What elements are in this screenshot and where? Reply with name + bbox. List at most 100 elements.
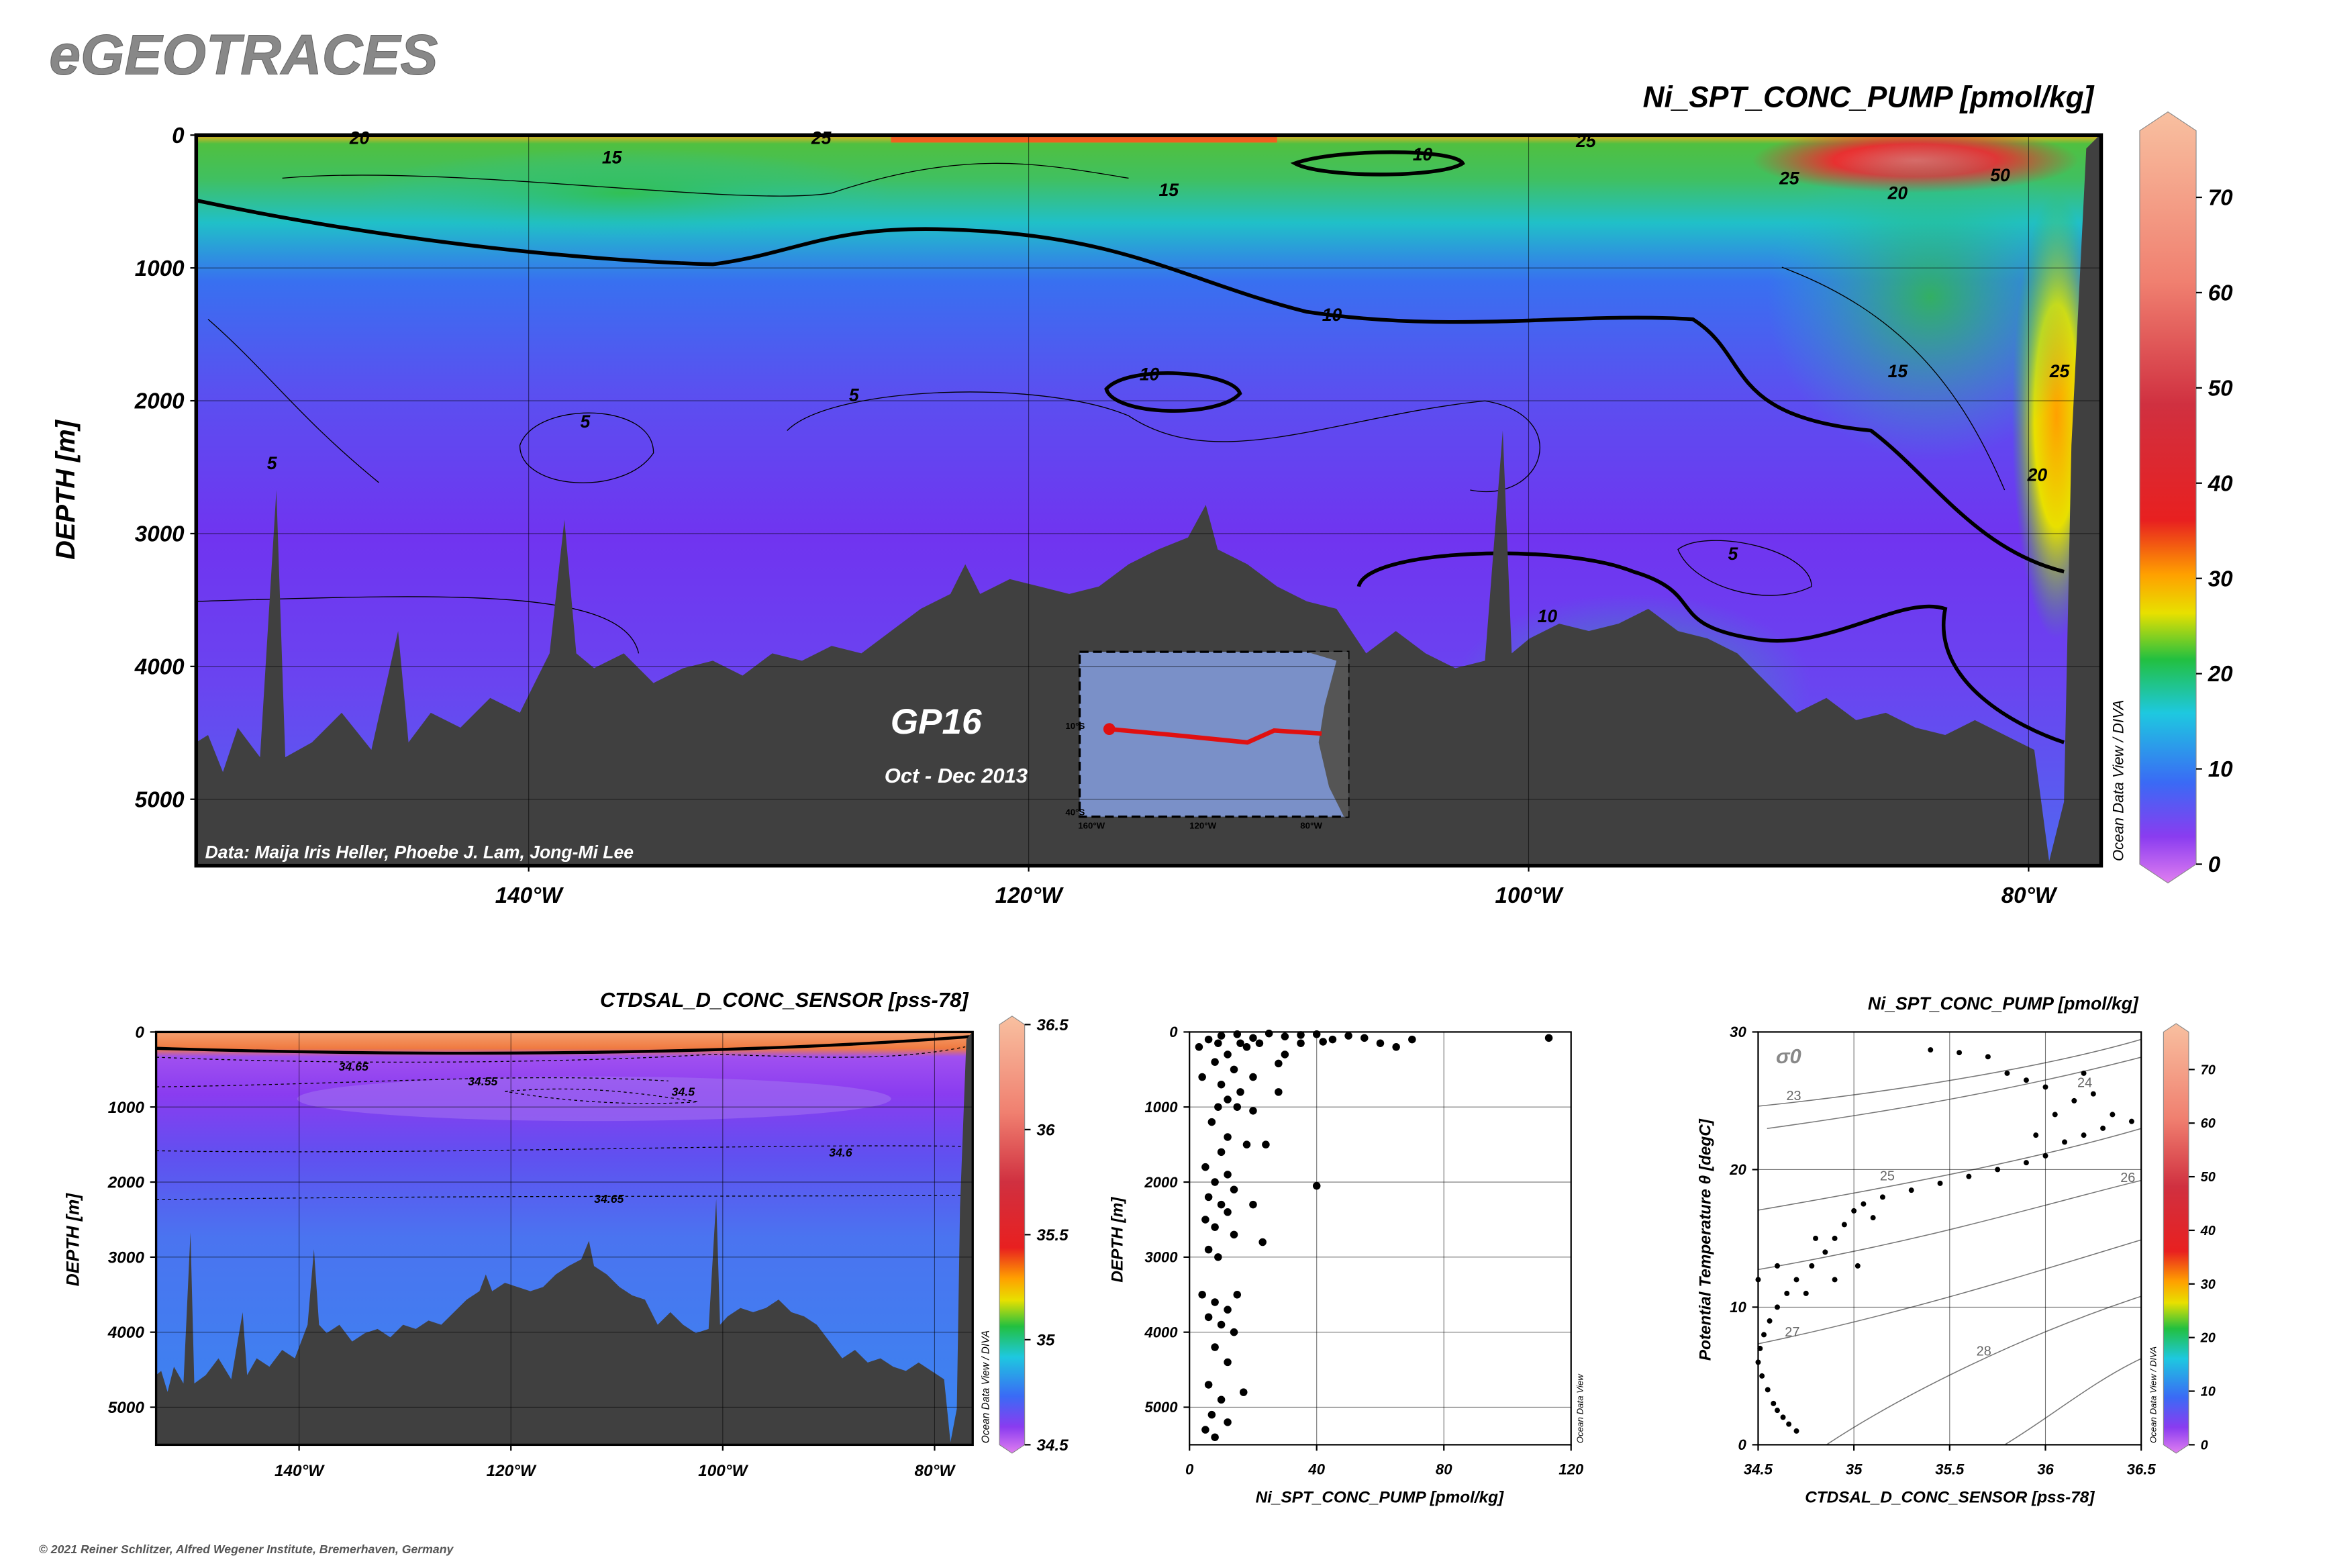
- y-tick-label: 0: [1738, 1436, 1746, 1453]
- contour-label: 25: [2049, 361, 2071, 381]
- point: [1217, 1080, 1226, 1089]
- annotation: GP16: [891, 702, 982, 742]
- point: [1832, 1277, 1838, 1283]
- colorbar-tick-label: 10: [2201, 1384, 2216, 1399]
- y-tick-label: 1000: [108, 1099, 145, 1117]
- colorbar-tick-label: 50: [2208, 376, 2233, 401]
- point: [1217, 1032, 1226, 1040]
- point: [2081, 1070, 2087, 1076]
- isopycnals: [1758, 1038, 2142, 1445]
- point: [2052, 1112, 2058, 1118]
- profile-frame: [1189, 1031, 1572, 1446]
- point: [1275, 1059, 1283, 1068]
- point: [1759, 1373, 1765, 1379]
- inset-label: 160°W: [1078, 820, 1105, 830]
- contour-label: 15: [1158, 180, 1179, 200]
- point: [1198, 1291, 1206, 1299]
- colorbar: [2139, 111, 2197, 884]
- point: [1255, 1039, 1264, 1047]
- point: [1224, 1418, 1232, 1426]
- point: [1217, 1395, 1226, 1404]
- point: [1201, 1426, 1209, 1434]
- colorbar-tick-label: 30: [2201, 1277, 2216, 1292]
- contour-label: 10: [1140, 364, 1160, 384]
- colorbar-tick-label: 36: [1036, 1121, 1055, 1139]
- contour-label: 20: [1887, 183, 1908, 203]
- x-tick-label: 100°W: [1495, 883, 1565, 908]
- point: [1928, 1047, 1934, 1053]
- contour-label: 10: [1322, 305, 1342, 325]
- salinity-field: [156, 1032, 973, 1445]
- watermark: Ocean Data View: [1575, 1373, 1585, 1443]
- x-tick-label: 36: [2037, 1461, 2054, 1478]
- colorbar-tick-label: 34.5: [1036, 1436, 1069, 1455]
- point: [1262, 1140, 1270, 1148]
- point: [1258, 1238, 1267, 1246]
- point: [1207, 1410, 1216, 1419]
- point: [1957, 1050, 1963, 1056]
- point: [1195, 1043, 1203, 1051]
- point: [1204, 1313, 1213, 1322]
- point: [1870, 1215, 1876, 1221]
- colorbar-tick-label: 35.5: [1036, 1226, 1069, 1244]
- y-tick-label: 5000: [1144, 1399, 1178, 1416]
- contour-label: 5: [267, 453, 278, 473]
- point: [1217, 1148, 1226, 1157]
- point: [1879, 1194, 1885, 1200]
- point: [2033, 1132, 2039, 1138]
- point: [1755, 1359, 1761, 1365]
- x-tick-label: 120°W: [995, 883, 1065, 908]
- y-tick-label: 1000: [135, 256, 185, 281]
- colorbar-tick-label: 0: [2208, 852, 2221, 877]
- point: [1211, 1343, 1219, 1351]
- x-tick-label: 36.5: [2127, 1461, 2157, 1478]
- point: [1757, 1345, 1763, 1351]
- contour-label: 20: [349, 128, 370, 148]
- y-tick-label: 5000: [135, 787, 185, 812]
- point: [1328, 1035, 1337, 1044]
- footer: © 2021 Reiner Schlitzer, Alfred Wegener …: [39, 1542, 454, 1556]
- point: [1775, 1408, 1780, 1414]
- point: [1822, 1249, 1828, 1255]
- point: [1214, 1039, 1222, 1047]
- annotation: Data: Maija Iris Heller, Phoebe J. Lam, …: [205, 842, 634, 863]
- y-tick-label: 2000: [107, 1174, 145, 1192]
- y-tick-label: 4000: [1144, 1324, 1178, 1340]
- colorbar-tick-label: 60: [2208, 281, 2233, 306]
- x-tick-label: 120: [1558, 1461, 1584, 1478]
- contour-label: 50: [1990, 165, 2010, 185]
- point: [1224, 1171, 1232, 1179]
- contour-label: 34.65: [339, 1060, 369, 1073]
- point: [2004, 1070, 2010, 1076]
- isopycnal-label: 23: [1786, 1089, 1801, 1104]
- point: [1281, 1050, 1289, 1059]
- x-tick-label: 0: [1185, 1461, 1194, 1478]
- point: [2042, 1084, 2048, 1090]
- point: [2110, 1112, 2116, 1118]
- x-tick-label: 140°W: [495, 883, 564, 908]
- point: [1249, 1200, 1257, 1209]
- point: [1233, 1291, 1242, 1299]
- point: [1211, 1433, 1219, 1441]
- inset-label: 40°S: [1065, 807, 1085, 817]
- colorbar-tick-label: 20: [2208, 662, 2233, 687]
- y-tick-label: 0: [135, 1024, 144, 1042]
- point: [1211, 1223, 1219, 1231]
- point: [1204, 1381, 1213, 1389]
- point: [1392, 1043, 1400, 1051]
- annotation: Oct - Dec 2013: [885, 764, 1028, 787]
- point: [1224, 1095, 1232, 1104]
- y-tick-label: 2000: [134, 389, 185, 414]
- point: [1937, 1180, 1943, 1186]
- point: [1233, 1103, 1242, 1111]
- point: [1275, 1088, 1283, 1096]
- y-tick-label: 20: [1729, 1161, 1746, 1178]
- contour-label: 5: [1728, 544, 1738, 564]
- point: [1281, 1032, 1289, 1040]
- contour-label: 25: [811, 128, 832, 148]
- point: [2081, 1132, 2087, 1138]
- point: [1793, 1428, 1799, 1434]
- point: [1224, 1306, 1232, 1314]
- y-axis-label: DEPTH [m]: [1109, 1197, 1127, 1283]
- inset-map: [1078, 650, 1350, 818]
